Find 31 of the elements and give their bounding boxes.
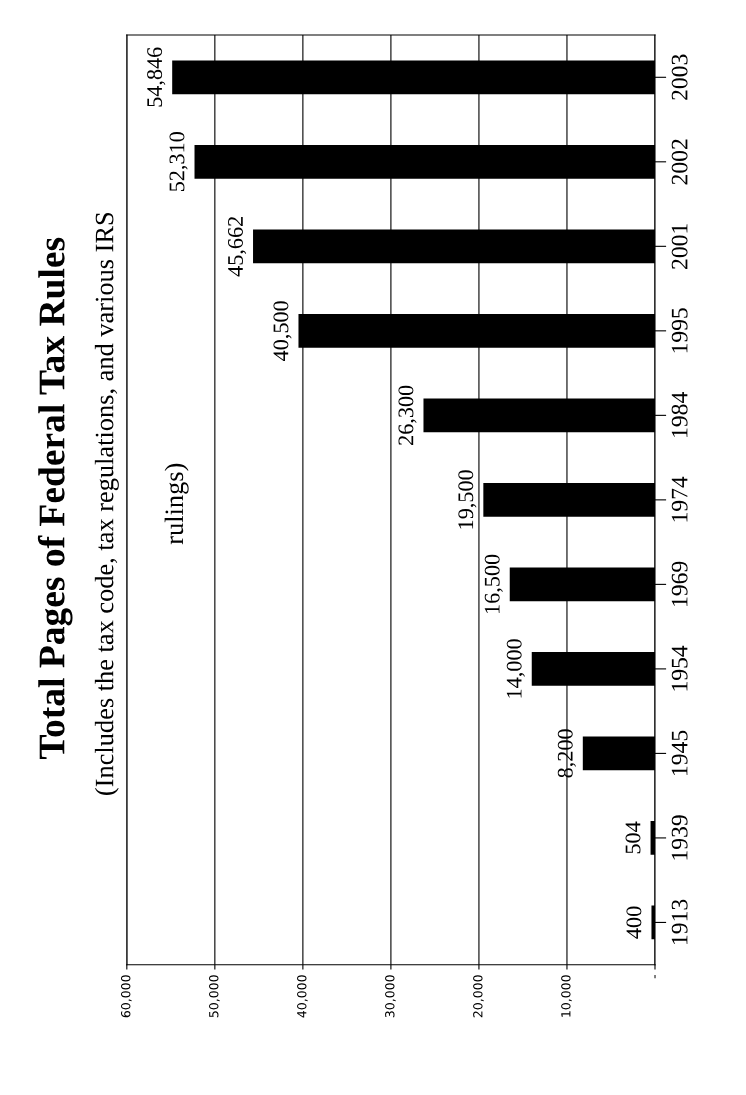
data-label: 26,300 xyxy=(398,385,417,445)
text: (Includes the tax code, tax regulations, and various IRS rulings) xyxy=(94,212,189,795)
y-tick-label: 1939 xyxy=(671,815,688,860)
data-label: 45,662 xyxy=(228,217,247,277)
data-label: 14,000 xyxy=(506,639,525,698)
x-tick-label: 10,000 xyxy=(561,975,572,1017)
x-tick-label: 20,000 xyxy=(473,975,484,1018)
y-tick-label: 1913 xyxy=(671,899,688,944)
x-tick-label: 60,000 xyxy=(120,975,132,1018)
data-label: 16,500 xyxy=(484,554,503,613)
x-tick-label: 50,000 xyxy=(209,975,220,1018)
data-label: 52,310 xyxy=(169,132,188,192)
text: Total Pages of Federal Tax Rules xyxy=(37,237,73,759)
x-tick-label: 40,000 xyxy=(297,975,308,1018)
y-tick-label: 1945 xyxy=(671,730,688,775)
x-tick-label: 30,000 xyxy=(385,975,396,1018)
y-tick-label: 2001 xyxy=(671,224,688,269)
y-tick-label: 1974 xyxy=(671,476,688,522)
y-tick-label: 2002 xyxy=(671,139,688,185)
y-tick-label: 1995 xyxy=(671,308,688,353)
data-label: 40,500 xyxy=(273,301,292,361)
data-label: 400 xyxy=(626,906,642,939)
y-tick-label: 1984 xyxy=(671,392,688,437)
data-label: 19,500 xyxy=(458,470,477,529)
data-label: 8,200 xyxy=(557,729,576,778)
y-tick-label: 1969 xyxy=(671,561,688,606)
y-tick-label: 1954 xyxy=(671,645,688,691)
y-tick-label: 2003 xyxy=(671,54,688,100)
x-tick-label: - xyxy=(654,975,656,979)
data-label: 504 xyxy=(625,821,641,854)
data-label: 54,846 xyxy=(147,47,166,107)
